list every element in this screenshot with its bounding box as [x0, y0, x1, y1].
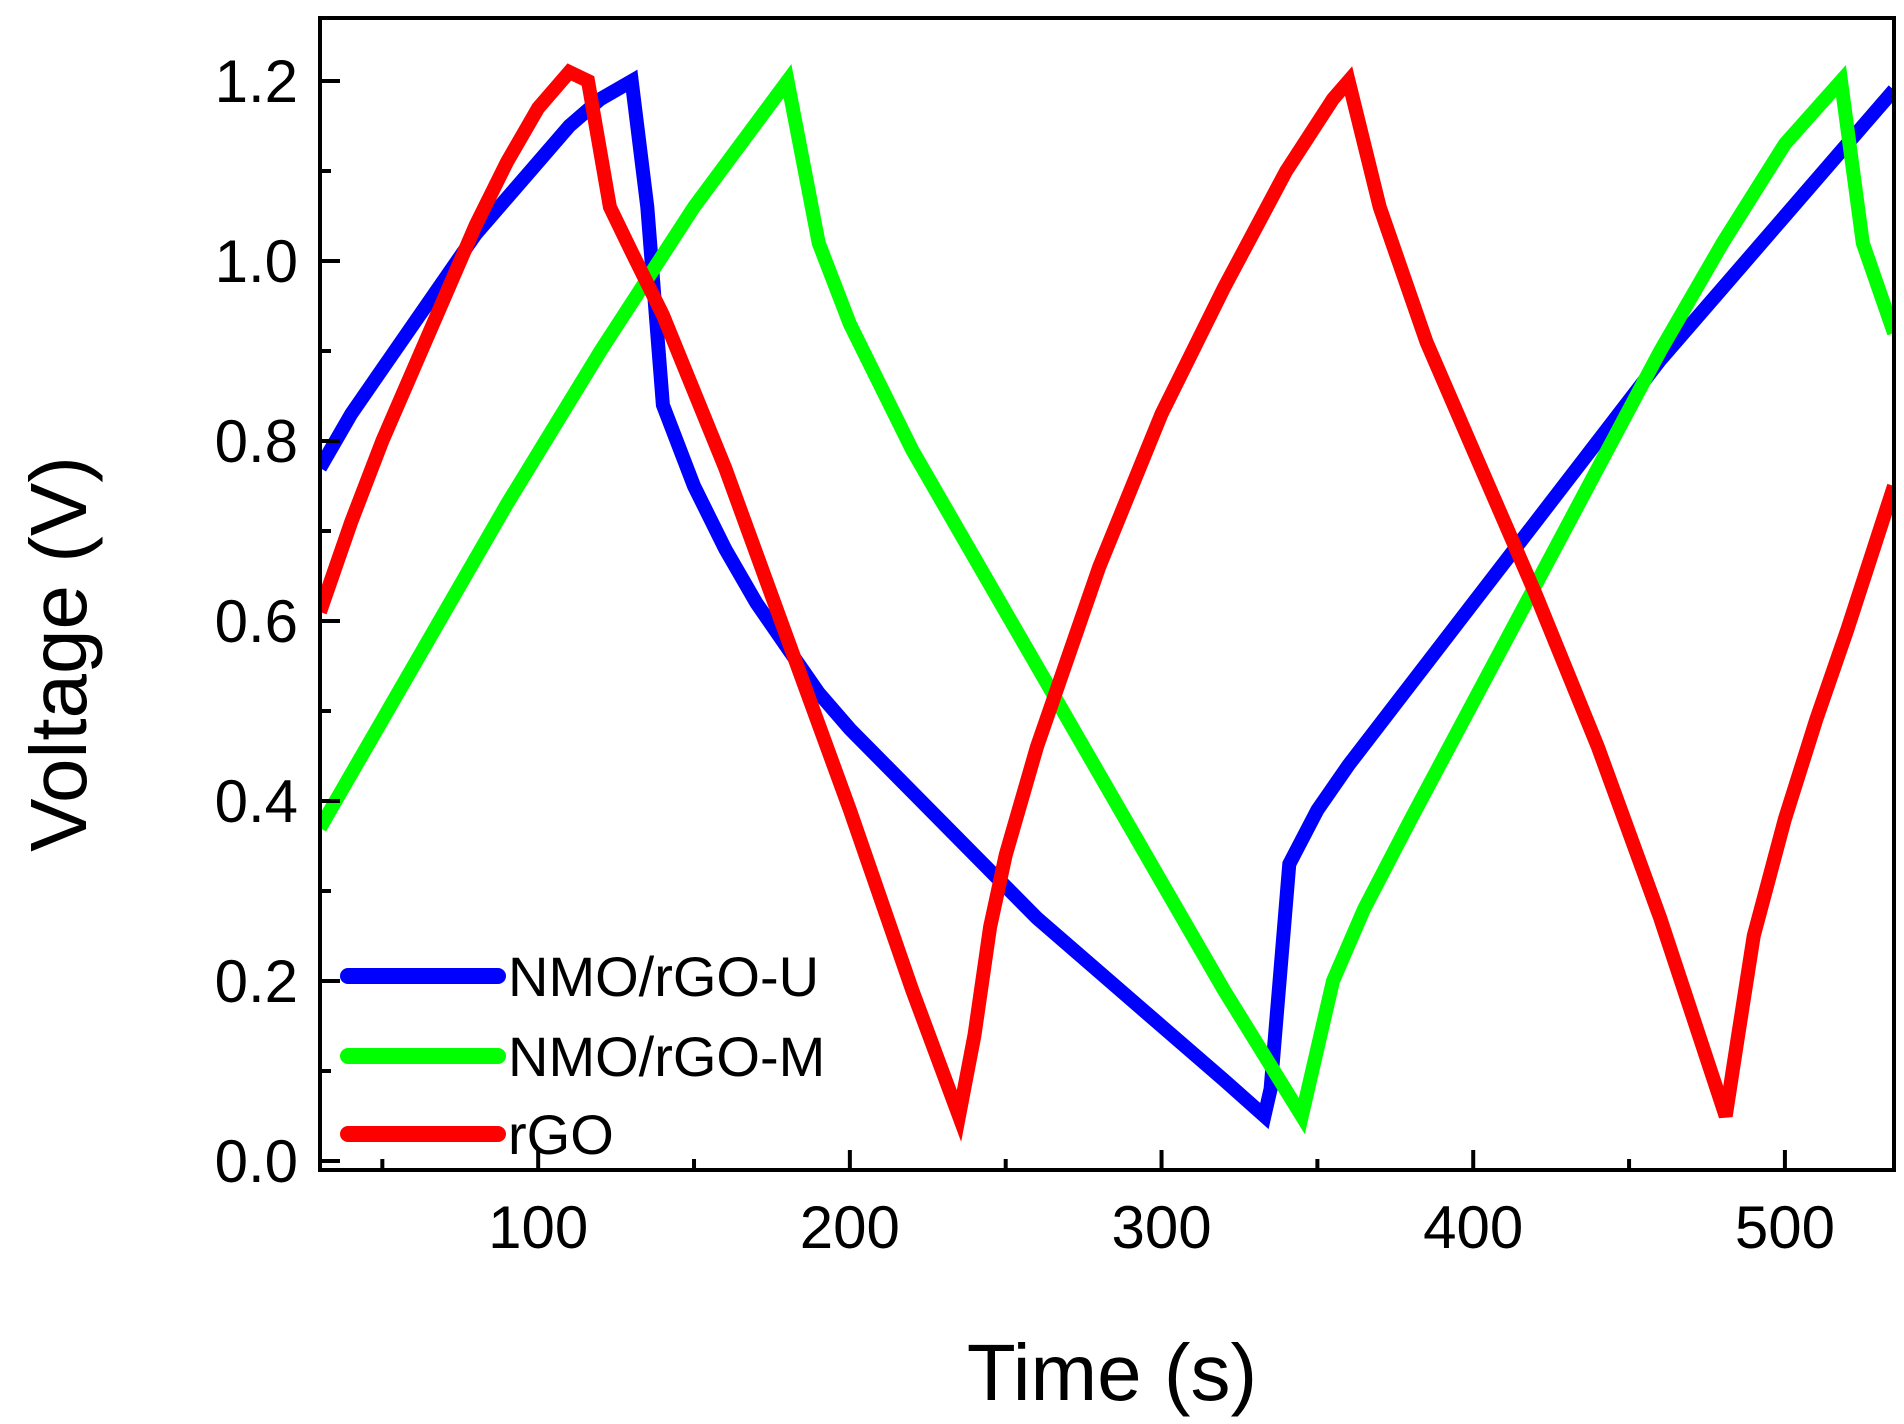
legend: NMO/rGO-U NMO/rGO-M rGO	[340, 945, 825, 1166]
legend-label-nmo-rgo-m: NMO/rGO-M	[508, 1025, 825, 1088]
x-tick-label: 500	[1735, 1194, 1835, 1261]
legend-label-rgo: rGO	[508, 1103, 614, 1166]
series-layer	[320, 63, 1894, 1142]
plot-frame	[318, 16, 1896, 1172]
ticks-layer	[320, 79, 1787, 1170]
series-line-nmo-rgo-m	[320, 64, 1894, 1135]
legend-label-nmo-rgo-u: NMO/rGO-U	[508, 945, 819, 1008]
y-axis-title: Voltage (V)	[14, 456, 103, 852]
x-tick-label: 200	[800, 1194, 900, 1261]
y-tick-label: 0.0	[215, 1128, 298, 1195]
y-tick-label: 1.2	[215, 48, 298, 115]
x-tick-label: 100	[488, 1194, 588, 1261]
x-tick-label: 300	[1111, 1194, 1211, 1261]
tick-labels-layer: 100 200 300 400 500 0.0 0.2 0.4 0.6 0.8 1.0 1.2	[215, 48, 1835, 1261]
y-tick-label: 0.8	[215, 408, 298, 475]
y-tick-label: 0.2	[215, 948, 298, 1015]
y-tick-label: 0.6	[215, 588, 298, 655]
x-axis-title: Time (s)	[967, 1328, 1257, 1417]
series-line-rgo	[320, 63, 1894, 1142]
x-tick-label: 400	[1423, 1194, 1523, 1261]
y-tick-label: 0.4	[215, 768, 298, 835]
y-tick-label: 1.0	[215, 228, 298, 295]
